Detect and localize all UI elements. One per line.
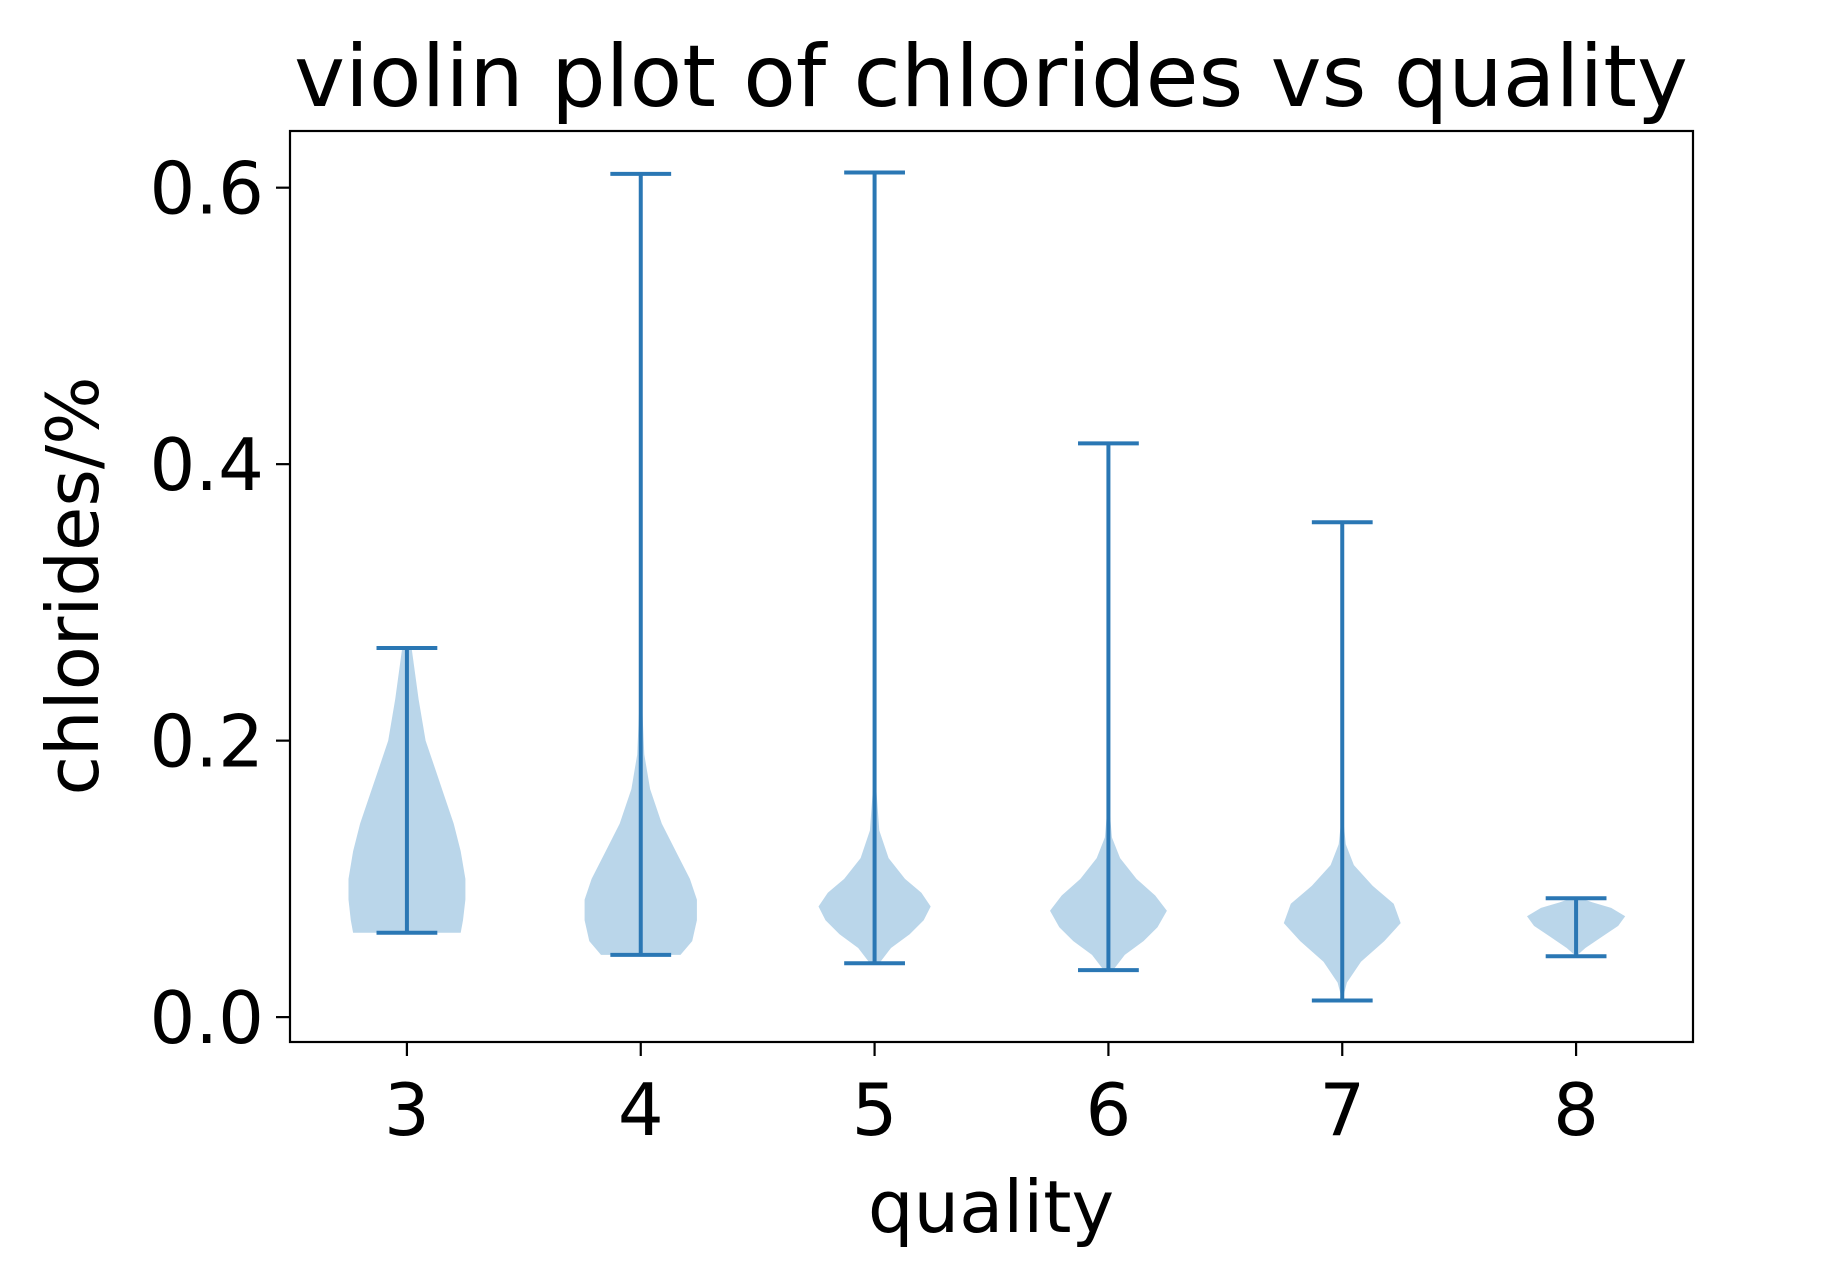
violins-layer: [348, 602, 1626, 1001]
x-tick-label: 7: [1319, 1068, 1365, 1152]
x-tick-label: 3: [384, 1068, 430, 1152]
y-tick-label: 0.6: [149, 147, 264, 231]
plot-frame: [288, 129, 1695, 1044]
chart-title: violin plot of chlorides vs quality: [294, 27, 1688, 127]
x-tick-label: 8: [1553, 1068, 1599, 1152]
x-tick-label: 4: [618, 1068, 664, 1152]
x-tick-label: 5: [852, 1068, 898, 1152]
x-axis: 3 4 5 6 7 8: [384, 1042, 1599, 1152]
y-axis: 0.0 0.2 0.4 0.6: [149, 147, 290, 1060]
y-tick-label: 0.2: [149, 700, 264, 784]
y-axis-label: chlorides/%: [31, 376, 115, 795]
x-axis-label: quality: [868, 1165, 1114, 1249]
y-tick-label: 0.0: [149, 976, 264, 1060]
x-tick-label: 6: [1086, 1068, 1132, 1152]
y-tick-label: 0.4: [149, 423, 264, 507]
extrema-lines-layer: [376, 170, 1607, 1003]
